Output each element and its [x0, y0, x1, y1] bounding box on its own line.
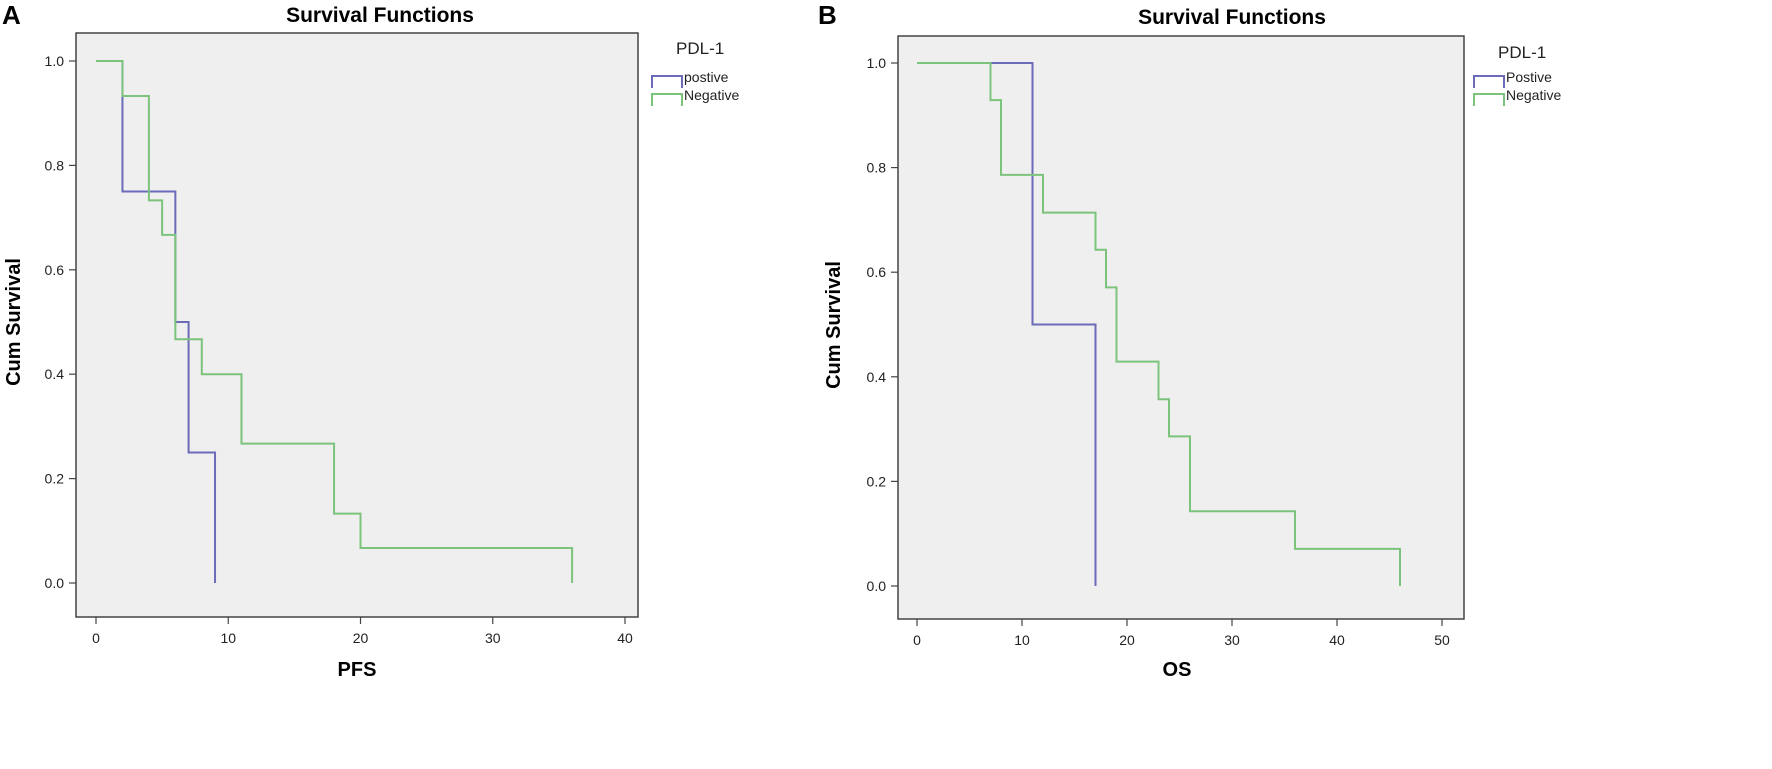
panel-b-series-line-postive [917, 62, 1097, 586]
panel-b-x-tick-label: 50 [1434, 632, 1450, 648]
panel-b-y-tick-label: 0.2 [867, 473, 887, 489]
panel-a-y-axis-label: Cum Survival [3, 258, 25, 386]
panel-a-legend-swatch-positive [651, 75, 683, 88]
panel-b-x-axis-label: OS [1163, 659, 1192, 681]
panel-a-x-tick-label: 40 [617, 630, 633, 646]
panel-a-x-axis-label: PFS [338, 659, 377, 681]
panel-a-y-tick-label: 0.2 [45, 471, 65, 487]
panel-a-ticks: 0 10 20 30 40 0.0 0.2 0.4 0.6 0.8 1.0 [45, 53, 633, 646]
panel-b-legend-label-negative: Negative [1506, 87, 1561, 103]
panel-b-y-tick-label: 0.6 [867, 264, 887, 280]
panel-a-y-tick-label: 0.6 [45, 262, 65, 278]
panel-b-legend-label-positive: Postive [1506, 69, 1552, 85]
panel-a-title: Survival Functions [286, 4, 474, 27]
panel-b-letter: B [818, 0, 837, 30]
panel-b: B Survival Functions 0 10 20 30 40 50 0.0 0.2 0.… [818, 0, 1561, 681]
panel-a-series-line-negative [96, 60, 574, 583]
panel-b-legend-title: PDL-1 [1498, 43, 1546, 62]
panel-b-legend-swatch-negative [1473, 93, 1505, 106]
panel-a-legend: PDL-1 postive Negative [651, 39, 739, 106]
panel-b-ticks: 0 10 20 30 40 50 0.0 0.2 0.4 0.6 0.8 1.0 [867, 55, 1450, 648]
panel-b-series-line-negative [917, 62, 1401, 586]
panel-a-legend-label-negative: Negative [684, 87, 739, 103]
panel-a-y-tick-label: 0.0 [45, 575, 65, 591]
panel-b-x-tick-label: 20 [1119, 632, 1135, 648]
panel-a-y-tick-label: 0.4 [45, 366, 65, 382]
panel-b-plot-area [897, 35, 1465, 620]
panel-a-series [96, 60, 574, 583]
panel-a-y-tick-label: 1.0 [45, 53, 65, 69]
panel-b-x-tick-label: 0 [913, 632, 921, 648]
panel-b-x-tick-label: 40 [1329, 632, 1345, 648]
panel-a-legend-label-positive: postive [684, 69, 729, 85]
panel-b-x-tick-label: 10 [1014, 632, 1030, 648]
panel-a-legend-swatch-negative [651, 93, 683, 106]
panel-b-series [917, 62, 1401, 586]
panel-a-x-tick-label: 20 [353, 630, 369, 646]
panel-b-x-tick-label: 30 [1224, 632, 1240, 648]
panel-b-y-tick-label: 0.0 [867, 578, 887, 594]
panel-b-legend-swatch-positive [1473, 75, 1505, 88]
panel-b-y-tick-label: 1.0 [867, 55, 887, 71]
panel-a-y-tick-label: 0.8 [45, 157, 65, 173]
panel-b-legend: PDL-1 Postive Negative [1473, 43, 1561, 106]
panel-a-x-tick-label: 10 [220, 630, 236, 646]
panel-b-title: Survival Functions [1138, 6, 1326, 29]
panel-a-x-tick-label: 0 [92, 630, 100, 646]
panel-b-y-tick-label: 0.4 [867, 369, 887, 385]
panel-b-y-tick-label: 0.8 [867, 160, 887, 176]
panel-a-plot-area [75, 32, 639, 618]
panel-a: A Survival Functions 0 10 20 30 400.00.20.40… [2, 0, 739, 681]
panel-a-x-tick-label: 30 [485, 630, 501, 646]
panel-a-letter: A [2, 0, 21, 30]
panel-b-y-axis-label: Cum Survival [823, 261, 845, 389]
panel-a-legend-title: PDL-1 [676, 39, 724, 58]
